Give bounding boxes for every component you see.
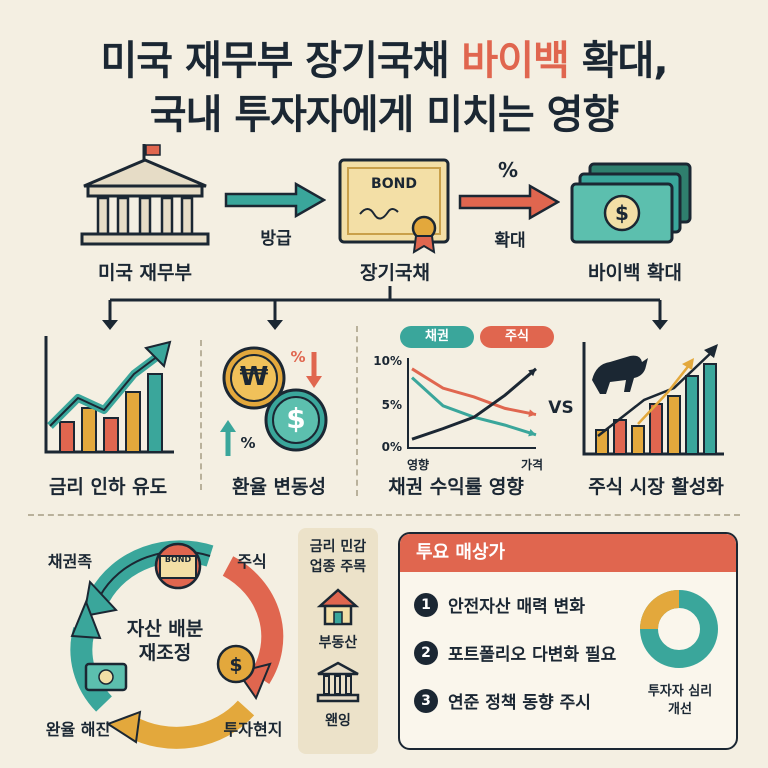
watch-item: 3 연준 정책 동향 주시 xyxy=(414,688,591,713)
bond-text: BOND xyxy=(371,176,417,192)
sentiment-donut-chart xyxy=(640,590,718,668)
legend-stock: 주식 xyxy=(480,326,554,348)
title-part: 확대, xyxy=(568,38,669,84)
arrow-issue-label: 방급 xyxy=(260,229,292,249)
yield-line-chart xyxy=(407,358,537,449)
cycle-center-line2: 재조정 xyxy=(138,642,192,664)
divider xyxy=(200,340,202,490)
series-line-3 xyxy=(411,367,537,441)
section-divider xyxy=(28,514,740,516)
stock-market-label: 주식 시장 활성화 xyxy=(588,476,724,498)
asset-rebalance-cycle: $ xyxy=(70,540,284,749)
bond-certificate-icon xyxy=(338,158,450,254)
sector-heading-line1: 금리 민감 xyxy=(309,539,367,555)
dollar-sign: $ xyxy=(286,402,306,435)
divider xyxy=(356,326,358,496)
item-number: 1 xyxy=(414,592,438,617)
cycle-bond-text: BOND xyxy=(164,555,192,564)
svg-text:$: $ xyxy=(615,201,629,225)
ytick-label: 0% xyxy=(381,440,402,454)
page-title-line1: 미국 재무부 장기국채 바이백 확대, xyxy=(0,28,768,86)
donut-label-line2: 개선 xyxy=(668,702,692,717)
series-arrowhead-1 xyxy=(528,429,536,437)
arrow-right-icon xyxy=(224,181,326,219)
page-title-line2: 국내 투자자에게 미치는 영향 xyxy=(149,92,619,138)
rate-cut-label: 금리 인하 유도 xyxy=(48,476,168,498)
buyback-label: 바이백 확대 xyxy=(587,262,682,284)
cycle-label-bond: 채권족 xyxy=(47,552,93,571)
cycle-label-fx: 완율 해진 xyxy=(45,720,111,739)
percent-down-label: % xyxy=(290,348,306,366)
cycle-label-invest: 투자현지 xyxy=(223,720,283,739)
series-arrowhead-2 xyxy=(528,409,536,417)
yield-effect-label: 채권 수익률 영향 xyxy=(388,476,524,498)
cash-bills-icon: $ xyxy=(570,162,692,244)
series-line-2 xyxy=(411,367,537,417)
cycle-label-stock: 주식 xyxy=(237,552,267,571)
bank-icon xyxy=(316,661,360,703)
arrow-right-icon xyxy=(458,183,560,221)
versus-label: VS xyxy=(548,398,574,418)
watch-points-box: 투요 매상가 1 안전자산 매력 변화 2 포트폴리오 다변화 필요 3 연준 … xyxy=(398,532,738,750)
xaxis-label: 가격 xyxy=(520,458,544,472)
treasury-label: 미국 재무부 xyxy=(97,262,192,284)
series-arrowhead-3 xyxy=(528,368,536,377)
title-highlight: 바이백 xyxy=(461,38,569,84)
legend-bond: 채권 xyxy=(400,326,474,348)
donut-label-line1: 투자자 심리 xyxy=(647,684,713,699)
rate-cut-chart-icon xyxy=(44,336,174,454)
fx-volatility-label: 환율 변동성 xyxy=(231,476,326,498)
bond-label: 장기국채 xyxy=(360,262,430,284)
item-number: 3 xyxy=(414,688,438,713)
item-number: 2 xyxy=(414,640,438,665)
svg-text:$: $ xyxy=(229,654,242,676)
treasury-building-icon xyxy=(80,144,210,246)
branch-arrows xyxy=(102,286,668,330)
watch-item: 1 안전자산 매력 변화 xyxy=(414,592,585,617)
house-icon xyxy=(316,588,360,626)
ytick-label: 5% xyxy=(381,398,402,412)
sector-sidebar xyxy=(298,528,378,754)
watch-item: 2 포트폴리오 다변화 필요 xyxy=(414,640,616,665)
ytick-label: 10% xyxy=(373,354,402,368)
item-text: 연준 정책 동향 주시 xyxy=(448,693,591,713)
cycle-center-line1: 자산 배분 xyxy=(126,618,204,640)
percent-sign: % xyxy=(497,158,519,182)
xaxis-label: 영향 xyxy=(406,458,430,472)
watch-heading: 투요 매상가 xyxy=(400,534,736,572)
won-sign: ₩ xyxy=(239,362,269,392)
sector-heading-line2: 업종 주목 xyxy=(309,559,367,575)
realestate-label: 부동산 xyxy=(318,635,358,651)
item-text: 포트폴리오 다변화 필요 xyxy=(448,645,617,665)
title-part: 미국 재무부 장기국채 xyxy=(100,38,462,84)
item-text: 안전자산 매력 변화 xyxy=(448,597,585,617)
banking-label: 왠잉 xyxy=(325,713,351,729)
percent-up-label: % xyxy=(240,434,256,452)
arrow-expand-label: 확대 xyxy=(494,231,526,251)
currency-exchange-icon xyxy=(220,346,328,456)
bull-market-icon xyxy=(582,342,724,456)
